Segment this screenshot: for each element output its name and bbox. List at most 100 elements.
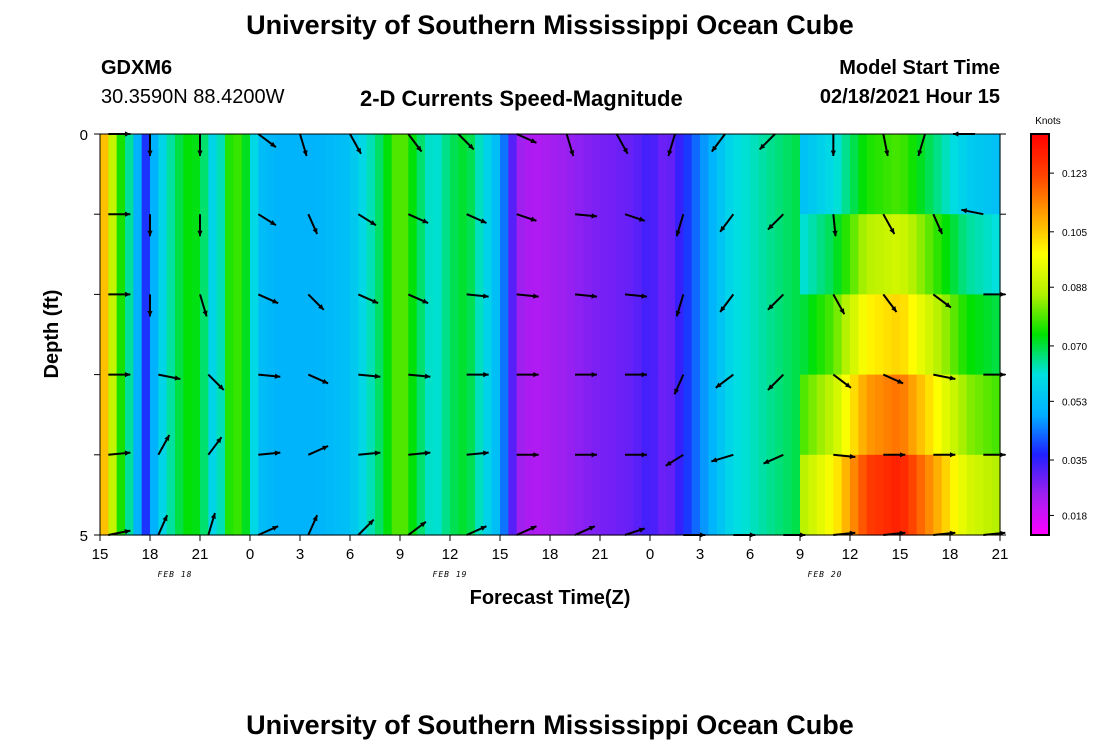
- heatmap-cell: [625, 214, 634, 295]
- heatmap-cell: [600, 294, 609, 376]
- heatmap-cell: [183, 294, 193, 376]
- heatmap-cell: [916, 214, 926, 295]
- heatmap-cell: [308, 134, 318, 215]
- heatmap-cell: [233, 134, 243, 215]
- heatmap-cell: [891, 374, 901, 456]
- heatmap-cell: [316, 214, 326, 295]
- heatmap-cell: [266, 294, 276, 376]
- heatmap-cell: [716, 214, 726, 295]
- heatmap-cell: [416, 374, 426, 456]
- heatmap-cell: [966, 454, 976, 536]
- heatmap-cell: [458, 374, 468, 456]
- heatmap-cell: [466, 134, 476, 215]
- current-arrow: [624, 293, 648, 299]
- current-arrow: [767, 373, 785, 391]
- heatmap-cell: [725, 374, 734, 456]
- heatmap-cell: [833, 454, 843, 536]
- heatmap-cell: [425, 454, 434, 536]
- heatmap-cell: [683, 214, 693, 295]
- heatmap-cell: [491, 374, 501, 456]
- heatmap-cell: [875, 134, 884, 215]
- heatmap-cell: [483, 294, 493, 376]
- heatmap-cell: [283, 134, 293, 215]
- current-arrow: [207, 373, 225, 391]
- x-tick-label: 12: [842, 546, 859, 563]
- current-arrow: [932, 293, 952, 309]
- heatmap-cell: [608, 134, 618, 215]
- heatmap-cell: [416, 294, 426, 376]
- heatmap-cell: [908, 134, 918, 215]
- heatmap-cell: [258, 454, 268, 536]
- heatmap-cell: [491, 294, 501, 376]
- heatmap-cell: [866, 374, 876, 456]
- heatmap-cell: [850, 294, 859, 376]
- heatmap-cell: [841, 134, 851, 215]
- heatmap-cell: [175, 134, 184, 215]
- heatmap-cell: [516, 374, 526, 456]
- heatmap-cell: [458, 214, 468, 295]
- heatmap-cell: [708, 454, 718, 536]
- heatmap-cell: [833, 214, 843, 295]
- heatmap-cell: [425, 134, 434, 215]
- heatmap-cell: [308, 214, 318, 295]
- current-arrow: [108, 371, 131, 378]
- heatmap-cell: [283, 374, 293, 456]
- heatmap-cell: [991, 214, 1001, 295]
- heatmap-cell: [716, 294, 726, 376]
- heatmap-cell: [866, 134, 876, 215]
- current-arrow: [108, 450, 131, 456]
- heatmap-cell: [291, 214, 301, 295]
- heatmap-cell: [575, 294, 584, 376]
- heatmap-cell: [566, 374, 576, 456]
- heatmap-cell: [458, 454, 468, 536]
- heatmap-cell: [975, 294, 984, 376]
- heatmap-cell: [700, 374, 709, 456]
- heatmap-cell: [775, 374, 784, 456]
- heatmap-cell: [583, 374, 593, 456]
- heatmap-cell: [366, 294, 376, 376]
- x-tick-label: 9: [396, 546, 404, 563]
- heatmap-cell: [966, 294, 976, 376]
- heatmap-cell: [683, 374, 693, 456]
- heatmap-cell: [833, 294, 843, 376]
- current-arrow: [882, 213, 896, 235]
- date-label: FEB 19: [433, 570, 468, 579]
- heatmap-cell: [975, 214, 984, 295]
- heatmap-cell: [941, 454, 951, 536]
- heatmap-cell: [516, 294, 526, 376]
- heatmap-cell: [383, 454, 393, 536]
- heatmap-cell: [658, 294, 668, 376]
- heatmap-cell: [700, 454, 709, 536]
- current-arrow: [767, 293, 785, 311]
- current-arrow: [830, 134, 836, 156]
- heatmap-cell: [116, 214, 126, 295]
- current-arrow: [358, 373, 381, 379]
- heatmap-cell: [183, 374, 193, 456]
- heatmap-cell: [500, 294, 509, 376]
- heatmap-cell: [200, 454, 209, 536]
- heatmap-cell: [216, 134, 226, 215]
- heatmap-cell: [925, 134, 934, 215]
- heatmap-cell: [950, 294, 959, 376]
- heatmap-cell: [366, 454, 376, 536]
- heatmap-cell: [358, 374, 368, 456]
- heatmap-cell: [950, 374, 959, 456]
- heatmap-cell: [950, 214, 959, 295]
- heatmap-cell: [833, 134, 843, 215]
- heatmap-cell: [100, 374, 109, 456]
- heatmap-cell: [191, 454, 201, 536]
- heatmap-cell: [508, 294, 518, 376]
- current-arrow: [516, 213, 537, 222]
- heatmap-cell: [275, 454, 284, 536]
- heatmap-cell: [475, 294, 484, 376]
- colorbar-tick-label: 0.105: [1062, 228, 1087, 239]
- heatmap-cell: [341, 374, 351, 456]
- heatmap-cell: [533, 214, 543, 295]
- heatmap-cell: [391, 454, 401, 536]
- heatmap-cell: [791, 374, 801, 456]
- heatmap-cell: [566, 454, 576, 536]
- heatmap-cell: [541, 134, 551, 215]
- current-arrow: [349, 133, 362, 155]
- heatmap-cell: [941, 294, 951, 376]
